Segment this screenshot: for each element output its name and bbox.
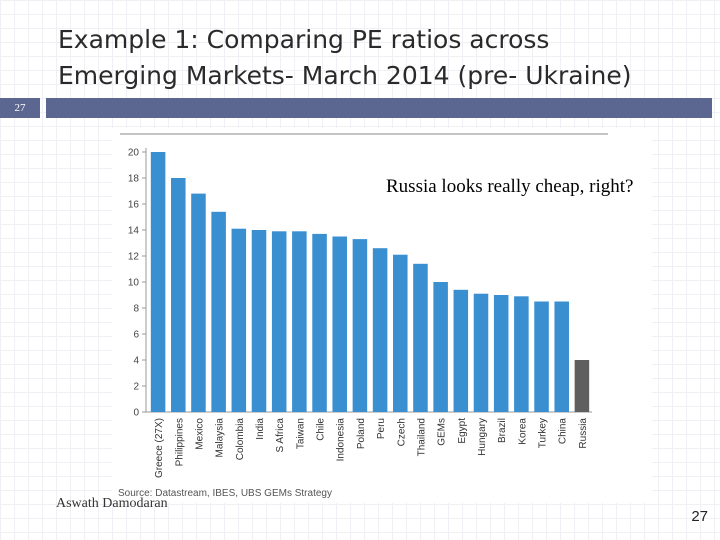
slide-number-small: 27	[14, 102, 26, 114]
chart-panel: 0 2 4 6 8 10 12 14 16 18 20 Greece (27X) Philippines…	[112, 128, 652, 503]
x-tick-label: GEMs	[437, 418, 448, 446]
x-tick-label: Taiwan	[295, 418, 306, 449]
bar-indonesia	[332, 236, 347, 412]
x-tick-label: Mexico	[194, 418, 205, 450]
title-divider-bar	[46, 98, 712, 118]
bar-gems	[433, 282, 448, 412]
bar-egypt	[453, 289, 469, 412]
bar-korea	[514, 296, 529, 412]
x-tick-label: Indonesia	[336, 418, 347, 462]
pe-ratio-bar-chart: 0 2 4 6 8 10 12 14 16 18 20 Greece (27X) Philippines…	[118, 133, 608, 499]
bar-brazil	[493, 295, 509, 412]
page-number: 27	[691, 508, 708, 525]
y-tick-label: 0	[133, 408, 139, 419]
y-tick-label: 2	[133, 382, 139, 393]
bar-thailand	[413, 263, 428, 412]
bar-greece-27x	[150, 152, 166, 412]
x-tick-label: Peru	[376, 418, 387, 439]
bar-russia	[574, 360, 590, 412]
bar-taiwan	[292, 231, 307, 412]
x-tick-label: Hungary	[477, 418, 488, 456]
bar-colombia	[231, 228, 247, 412]
slide-title: Example 1: Comparing PE ratios across Em…	[58, 22, 698, 94]
x-tick-label: Korea	[517, 418, 528, 445]
x-tick-label: Malaysia	[215, 418, 226, 458]
bar-malaysia	[211, 211, 226, 412]
bar-mexico	[191, 193, 206, 412]
x-tick-label: Egypt	[457, 418, 468, 444]
bar-s-africa	[271, 231, 287, 412]
x-tick-label: Thailand	[416, 418, 427, 456]
y-tick-label: 8	[133, 304, 139, 315]
annotation-text: Russia looks really cheap, right?	[386, 176, 634, 197]
bar-hungary	[473, 293, 489, 412]
x-tick-label: Russia	[578, 418, 589, 449]
bar-china	[554, 301, 569, 412]
bar-poland	[352, 239, 368, 412]
x-tick-label: Poland	[356, 418, 367, 449]
y-tick-label: 10	[128, 278, 140, 289]
x-tick-label: Colombia	[235, 418, 246, 461]
x-tick-label: Greece (27X)	[154, 418, 165, 478]
x-tick-label: China	[558, 418, 569, 445]
y-tick-label: 14	[128, 226, 140, 237]
bar-czech	[393, 254, 408, 412]
title-line-2: Emerging Markets- March 2014 (pre- Ukrai…	[58, 61, 632, 90]
y-tick-label: 4	[133, 356, 139, 367]
bar-chile	[312, 233, 327, 412]
y-tick-label: 20	[128, 148, 140, 159]
author-footer: Aswath Damodaran	[56, 496, 168, 511]
x-tick-label: Czech	[396, 418, 407, 446]
x-tick-label: Chile	[316, 418, 327, 441]
x-tick-label: Philippines	[174, 418, 185, 466]
bar-india	[251, 230, 267, 412]
x-tick-label: Brazil	[497, 418, 508, 443]
title-line-1: Example 1: Comparing PE ratios across	[58, 25, 550, 54]
y-tick-label: 16	[128, 200, 140, 211]
x-tick-label: Turkey	[538, 418, 549, 448]
bar-turkey	[534, 301, 549, 412]
x-tick-label: S Africa	[275, 418, 286, 453]
bar-peru	[372, 248, 388, 412]
bar-philippines	[171, 178, 186, 412]
y-tick-label: 6	[133, 330, 139, 341]
slide-number-box	[0, 98, 40, 118]
chart-source-note: Source: Datastream, IBES, UBS GEMs Strat…	[118, 488, 332, 499]
y-tick-label: 18	[128, 174, 140, 185]
x-tick-label: India	[255, 418, 266, 440]
y-tick-label: 12	[128, 252, 140, 263]
